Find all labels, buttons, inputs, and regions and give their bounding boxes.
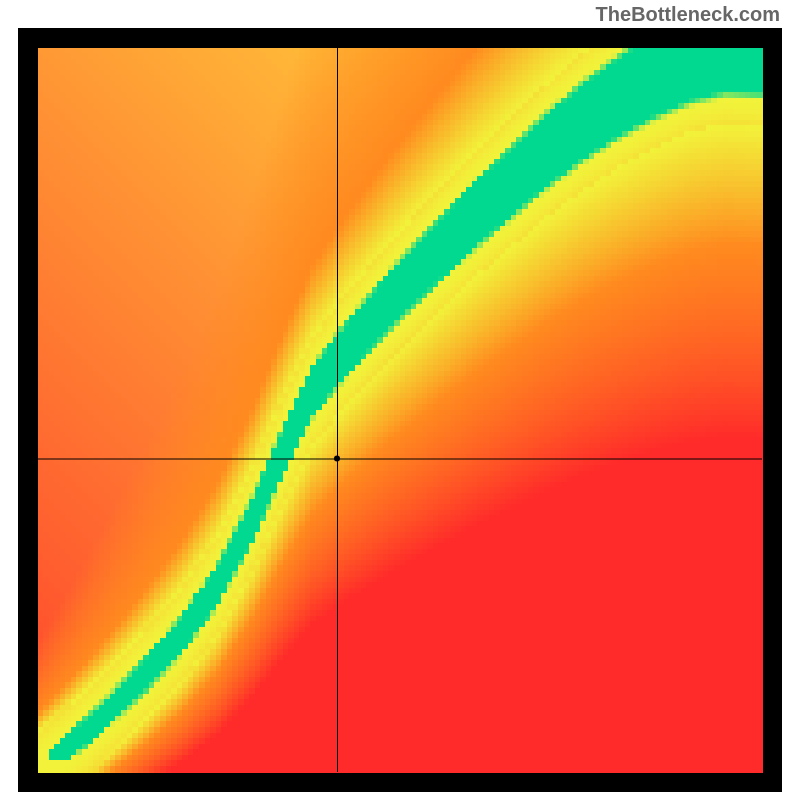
crosshair-overlay [18,28,782,792]
plot-frame [18,28,782,792]
root: TheBottleneck.com [0,0,800,800]
watermark-text: TheBottleneck.com [596,4,780,27]
